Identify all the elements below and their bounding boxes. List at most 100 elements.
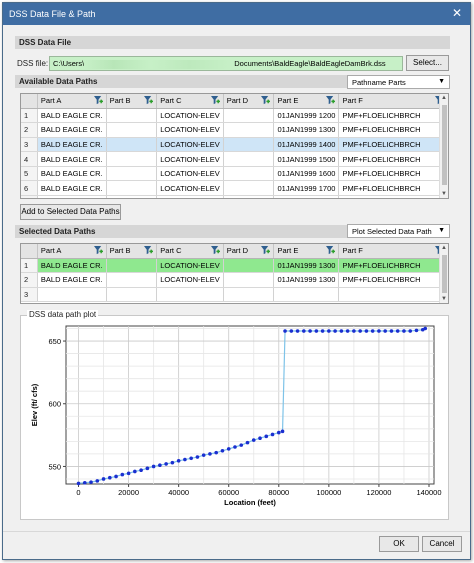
table-cell[interactable]: BALD EAGLE CR. <box>37 195 107 198</box>
table-cell[interactable] <box>106 258 158 274</box>
table-row[interactable]: 1 BALD EAGLE CR. LOCATION-ELEV 01JAN1999 12… <box>21 108 448 124</box>
table-row[interactable]: 6 BALD EAGLE CR. LOCATION-ELEV 01JAN1999 17… <box>21 180 448 197</box>
available-column-header[interactable]: Part B <box>106 94 158 109</box>
table-cell[interactable]: PMF+FLOELICHBRCH <box>338 122 448 138</box>
cancel-button[interactable]: Cancel <box>422 536 462 552</box>
selected-column-header[interactable]: Part B <box>106 244 158 259</box>
table-cell[interactable]: PMF+FLOELICHBRCH <box>338 108 448 124</box>
table-cell[interactable] <box>223 272 275 288</box>
table-cell[interactable]: LOCATION-ELEV <box>156 151 224 167</box>
table-cell[interactable]: PMF+FLOELICHBRCH <box>338 137 448 153</box>
table-cell[interactable]: 01JAN1999 1800 <box>273 195 340 198</box>
available-column-header[interactable]: Part D <box>223 94 275 109</box>
table-cell[interactable]: PMF+FLOELICHBRCH <box>338 258 448 274</box>
table-cell[interactable]: BALD EAGLE CR. <box>37 108 107 124</box>
selected-column-header[interactable]: Part E <box>273 244 340 259</box>
filter-icon[interactable] <box>261 246 271 255</box>
available-column-header[interactable]: Part F <box>338 94 448 109</box>
table-cell[interactable] <box>106 122 158 138</box>
filter-icon[interactable] <box>93 246 103 255</box>
table-cell[interactable] <box>223 122 275 138</box>
table-cell[interactable]: 01JAN1999 1300 <box>273 272 340 288</box>
table-row[interactable]: 3 BALD EAGLE CR. LOCATION-ELEV 01JAN1999 14… <box>21 137 448 153</box>
plot-selected-dropdown[interactable]: Plot Selected Data Path ▼ <box>347 224 450 238</box>
table-cell[interactable] <box>223 151 275 167</box>
table-cell[interactable]: LOCATION-ELEV <box>156 272 224 288</box>
available-column-header[interactable]: Part A <box>37 94 107 109</box>
table-row[interactable]: 4 BALD EAGLE CR. LOCATION-ELEV 01JAN1999 15… <box>21 151 448 167</box>
table-cell[interactable] <box>106 287 158 303</box>
table-cell[interactable] <box>106 272 158 288</box>
table-cell[interactable] <box>223 287 275 303</box>
filter-icon[interactable] <box>144 246 154 255</box>
table-cell[interactable]: 01JAN1999 1300 <box>273 258 340 274</box>
table-cell[interactable] <box>106 180 158 197</box>
filter-icon[interactable] <box>326 246 336 255</box>
selected-column-header[interactable]: Part C <box>156 244 224 259</box>
table-row[interactable]: 7BALD EAGLE CR. LOCATION-ELEV 01JAN1999 18… <box>21 195 448 198</box>
table-cell[interactable] <box>273 287 340 303</box>
table-cell[interactable]: LOCATION-ELEV <box>156 137 224 153</box>
table-cell[interactable]: BALD EAGLE CR. <box>37 122 107 138</box>
table-cell[interactable]: PMF+FLOELICHBRCH <box>338 180 448 197</box>
table-cell[interactable] <box>106 151 158 167</box>
table-cell[interactable] <box>223 258 275 274</box>
pathname-parts-dropdown[interactable]: Pathname Parts ▼ <box>347 75 450 89</box>
table-cell[interactable]: 01JAN1999 1200 <box>273 108 340 124</box>
table-cell[interactable] <box>223 166 275 182</box>
filter-icon[interactable] <box>93 96 103 105</box>
select-file-button[interactable]: Select... <box>406 55 449 71</box>
table-cell[interactable]: LOCATION-ELEV <box>156 122 224 138</box>
table-cell[interactable]: BALD EAGLE CR. <box>37 180 107 197</box>
table-cell[interactable]: BALD EAGLE CR. <box>37 137 107 153</box>
dss-file-path-field[interactable]: C:\Users\ Documents\BaldEagle\BaldEagleDa… <box>49 56 403 71</box>
table-cell[interactable]: LOCATION-ELEV <box>156 108 224 124</box>
filter-icon[interactable] <box>210 96 220 105</box>
filter-icon[interactable] <box>210 246 220 255</box>
filter-icon[interactable] <box>144 96 154 105</box>
table-cell[interactable] <box>106 108 158 124</box>
table-cell[interactable] <box>223 195 275 198</box>
selected-column-header[interactable]: Part D <box>223 244 275 259</box>
selected-paths-scrollbar[interactable]: ▲ ▼ <box>439 244 448 303</box>
available-column-header[interactable]: Part C <box>156 94 224 109</box>
table-cell[interactable]: 01JAN1999 1400 <box>273 137 340 153</box>
table-cell[interactable]: BALD EAGLE CR. <box>37 258 107 274</box>
table-cell[interactable]: 01JAN1999 1700 <box>273 180 340 197</box>
table-cell[interactable] <box>223 137 275 153</box>
table-cell[interactable] <box>223 108 275 124</box>
table-cell[interactable] <box>156 287 224 303</box>
table-row[interactable]: 2 BALD EAGLE CR. LOCATION-ELEV 01JAN1999 13… <box>21 272 448 288</box>
add-to-selected-button[interactable]: Add to Selected Data Paths <box>20 204 121 220</box>
table-cell[interactable] <box>37 287 107 303</box>
available-column-header[interactable]: Part E <box>273 94 340 109</box>
selected-column-header[interactable]: Part A <box>37 244 107 259</box>
table-cell[interactable] <box>106 137 158 153</box>
filter-icon[interactable] <box>326 96 336 105</box>
table-cell[interactable]: LOCATION-ELEV <box>156 195 224 198</box>
table-row[interactable]: 5 BALD EAGLE CR. LOCATION-ELEV 01JAN1999 16… <box>21 166 448 182</box>
table-cell[interactable] <box>106 195 158 198</box>
table-cell[interactable] <box>106 166 158 182</box>
table-cell[interactable]: LOCATION-ELEV <box>156 166 224 182</box>
table-cell[interactable]: PMF+FLOELICHBRCH <box>338 272 448 288</box>
table-row[interactable]: 1 BALD EAGLE CR. LOCATION-ELEV 01JAN1999 13… <box>21 258 448 274</box>
table-cell[interactable] <box>338 287 448 303</box>
filter-icon[interactable] <box>261 96 271 105</box>
table-cell[interactable]: PMF+FLOELICHBRCH <box>338 151 448 167</box>
table-cell[interactable] <box>223 180 275 197</box>
table-cell[interactable]: LOCATION-ELEV <box>156 258 224 274</box>
table-cell[interactable]: LOCATION-ELEV <box>156 180 224 197</box>
table-cell[interactable]: BALD EAGLE CR. <box>37 166 107 182</box>
table-cell[interactable]: 01JAN1999 1600 <box>273 166 340 182</box>
table-row[interactable]: 2 BALD EAGLE CR. LOCATION-ELEV 01JAN1999 13… <box>21 122 448 138</box>
table-cell[interactable]: 01JAN1999 1500 <box>273 151 340 167</box>
selected-column-header[interactable]: Part F <box>338 244 448 259</box>
table-cell[interactable]: BALD EAGLE CR. <box>37 272 107 288</box>
table-cell[interactable]: 01JAN1999 1300 <box>273 122 340 138</box>
table-row[interactable]: 3 <box>21 287 448 303</box>
close-icon[interactable]: ✕ <box>451 6 463 20</box>
table-cell[interactable]: PMF+FLOELICHBRCH <box>338 166 448 182</box>
available-paths-scrollbar[interactable]: ▲ ▼ <box>439 94 448 198</box>
table-cell[interactable]: BALD EAGLE CR. <box>37 151 107 167</box>
